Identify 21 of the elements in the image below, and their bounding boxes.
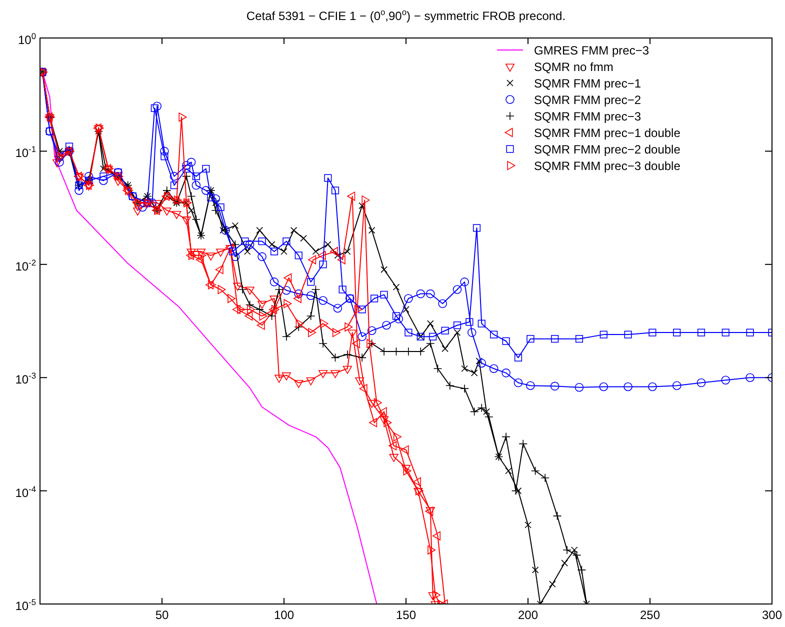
x-tick-label: 150 — [396, 608, 416, 622]
y-tick-label: 10$^{0}$ — [18, 31, 36, 47]
legend-label: SQMR no fmm — [534, 60, 614, 74]
chart-title: Cetaf 5391 − CFIE 1 − (0$^{o}$,90$^{o}$) − symmetric FROB precond. — [246, 7, 566, 23]
legend-label: SQMR FMM prec−3 double — [534, 159, 681, 173]
x-tick-label: 250 — [640, 608, 660, 622]
legend-label: SQMR FMM prec−1 double — [534, 126, 681, 140]
y-tick-label: 10$^{-1}$ — [15, 144, 36, 160]
x-tick-label: 50 — [155, 608, 169, 622]
y-tick-label: 10$^{-5}$ — [15, 597, 36, 613]
x-tick-label: 200 — [518, 608, 538, 622]
legend-label: SQMR FMM prec−1 — [534, 76, 642, 90]
y-tick-label: 10$^{-2}$ — [15, 257, 36, 274]
y-tick-label: 10$^{-4}$ — [15, 484, 36, 500]
legend-label: SQMR FMM prec−2 — [534, 93, 642, 107]
y-tick-label: 10$^{-3}$ — [15, 370, 36, 387]
x-tick-label: 100 — [274, 608, 294, 622]
x-tick-label: 300 — [762, 608, 782, 622]
legend-label: SQMR FMM prec−3 — [534, 110, 642, 124]
legend-label: SQMR FMM prec−2 double — [534, 142, 681, 156]
legend-label: GMRES FMM prec−3 — [534, 44, 650, 58]
